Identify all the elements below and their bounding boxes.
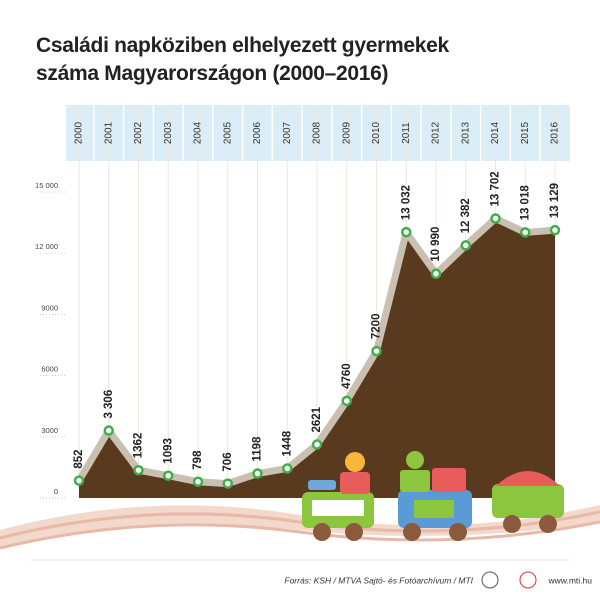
data-point <box>192 476 204 487</box>
data-point <box>460 240 471 251</box>
y-tick-label: 3000 <box>41 426 58 435</box>
data-point <box>73 475 85 486</box>
area <box>79 218 555 499</box>
data-point <box>549 224 561 236</box>
data-label: 1198 <box>252 436 264 462</box>
x-tick-label: 2011 <box>401 122 412 144</box>
x-tick-label: 2015 <box>520 121 531 144</box>
data-point <box>401 226 412 238</box>
data-point <box>371 345 382 357</box>
x-tick-label: 2007 <box>282 121 293 144</box>
x-tick-label: 2000 <box>74 121 85 144</box>
data-point <box>311 439 323 450</box>
data-label: 13 018 <box>519 185 531 221</box>
data-point <box>341 395 352 407</box>
y-tick-label: 15 000 <box>35 181 58 190</box>
data-point <box>520 227 531 238</box>
chart-title: Családi napköziben elhelyezett gyermekek… <box>36 34 449 85</box>
data-point <box>490 213 501 224</box>
data-label: 7200 <box>371 314 383 340</box>
plot-layer: 852 3 306 1362 1093 798 706 1198 1448 2621 4760 72… <box>73 171 561 499</box>
data-label: 3 306 <box>103 390 115 419</box>
data-label: 706 <box>222 452 234 471</box>
y-tick-label: 0 <box>54 487 58 496</box>
data-point <box>252 468 263 479</box>
x-tick-label: 2010 <box>371 121 382 144</box>
x-tick-label: 2008 <box>312 121 323 144</box>
year-band <box>66 105 570 161</box>
x-tick-label: 2002 <box>133 121 144 144</box>
data-label: 12 382 <box>460 198 472 233</box>
data-label: 798 <box>192 450 204 470</box>
x-tick-label: 2004 <box>193 121 204 144</box>
x-tick-label: 2014 <box>490 121 501 144</box>
data-point <box>133 464 144 476</box>
data-label: 13 129 <box>549 183 561 218</box>
website: www.mti.hu <box>548 575 593 585</box>
data-label: 1093 <box>162 438 174 464</box>
data-label: 852 <box>73 449 85 468</box>
x-tick-label: 2001 <box>103 121 114 144</box>
y-tick-label: 6000 <box>41 365 58 374</box>
x-tick-label: 2005 <box>222 121 233 144</box>
y-tick-label: 12 000 <box>35 242 58 251</box>
data-label: 1362 <box>133 433 145 459</box>
y-tick-label: 9000 <box>41 303 58 312</box>
data-label: 4760 <box>341 363 353 389</box>
x-tick-label: 2013 <box>460 121 471 144</box>
data-label: 1448 <box>281 430 293 456</box>
decoration <box>0 451 600 589</box>
data-point <box>222 478 233 489</box>
data-point <box>430 268 442 280</box>
x-tick-label: 2016 <box>550 121 561 144</box>
data-label: 13 702 <box>490 171 502 206</box>
source: Forrás: KSH / MTVA Sajtó- és Fotóarchívu… <box>284 575 473 585</box>
x-tick-label: 2003 <box>163 121 174 144</box>
data-point <box>163 470 174 481</box>
data-label: 2621 <box>311 406 323 432</box>
data-point <box>282 463 293 474</box>
x-tick-label: 2012 <box>431 121 442 144</box>
data-point <box>103 425 114 436</box>
x-tick-label: 2009 <box>341 121 352 144</box>
data-label: 13 032 <box>400 185 412 220</box>
x-tick-label: 2006 <box>252 121 263 144</box>
data-label: 10 990 <box>430 227 442 262</box>
